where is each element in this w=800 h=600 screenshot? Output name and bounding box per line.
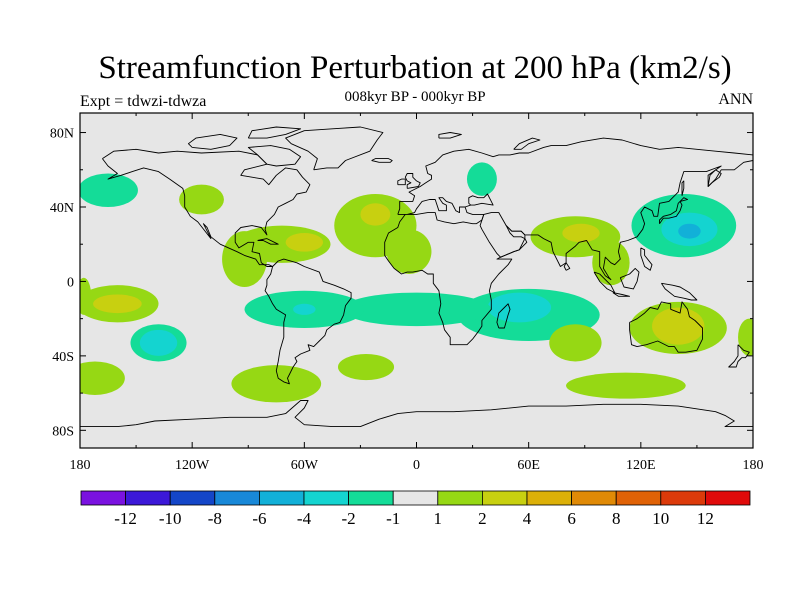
figure-title: Streamfunction Perturbation at 200 hPa (… xyxy=(98,50,732,86)
region-pac-s-pos-low xyxy=(80,361,125,395)
colorbar-label: 4 xyxy=(523,509,532,528)
colorbar-swatch xyxy=(303,490,349,506)
coastline-borneo xyxy=(619,267,640,290)
experiment-label: Expt = tdwzi-tdwza xyxy=(80,93,207,110)
contour-regions xyxy=(80,162,753,403)
colorbar-label: 2 xyxy=(478,509,487,528)
region-sam-neg2 xyxy=(293,303,316,315)
colorbar-label: 6 xyxy=(567,509,576,528)
colorbar-swatch xyxy=(705,490,751,506)
region-satl-pos xyxy=(337,354,395,381)
coastline-greenland xyxy=(285,126,384,171)
region-asia-pos-core xyxy=(562,223,600,243)
colorbar-label: 1 xyxy=(434,509,443,528)
colorbar-label: 12 xyxy=(697,509,714,528)
region-pac-s-pos2 xyxy=(93,294,142,314)
colorbar-swatch xyxy=(571,490,617,506)
coastline-novaya-zemlya xyxy=(513,137,541,150)
coastline-sakhalin xyxy=(681,180,685,196)
region-mexico-pos xyxy=(222,231,267,288)
colorbar-label: -8 xyxy=(208,509,222,528)
coastline-north-america xyxy=(102,148,311,267)
colorbar: -12 -10 -8 -6 -4 -2 -1 1 2 4 6 8 10 12 xyxy=(80,490,751,528)
lon-label: 120E xyxy=(626,458,656,473)
axis-ticks: 80N 40N 0 40S 80S 180 120W 60W 0 60E 120E 180 xyxy=(50,113,764,473)
lat-label: 40N xyxy=(50,201,74,216)
coastline-baffin xyxy=(247,145,302,167)
colorbar-swatch xyxy=(80,490,126,506)
region-atl-n-pos-core xyxy=(360,203,391,226)
region-nz-pos xyxy=(738,318,753,356)
map-background xyxy=(80,113,753,448)
region-sindian-pos xyxy=(549,324,602,362)
coastline-britain xyxy=(404,173,421,189)
colorbar-label: 8 xyxy=(612,509,621,528)
region-europe-neg xyxy=(466,162,497,196)
colorbar-swatch xyxy=(437,490,483,506)
region-pac-sw-neg2 xyxy=(139,329,178,356)
coastline-new-zealand xyxy=(728,344,750,368)
region-japan-neg3 xyxy=(678,223,701,239)
coastline-madagascar xyxy=(496,303,511,329)
colorbar-label: -4 xyxy=(297,509,312,528)
colorbar-label: -6 xyxy=(252,509,266,528)
coastline-kamchatka xyxy=(707,169,722,187)
lat-label: 80S xyxy=(52,424,74,439)
lon-label: 180 xyxy=(743,458,764,473)
colorbar-swatch xyxy=(392,490,439,506)
coastline-ellesmere xyxy=(247,126,302,139)
region-africa-w-pos xyxy=(386,229,432,274)
colorbar-swatch xyxy=(615,490,662,506)
lon-label: 180 xyxy=(70,458,91,473)
colorbar-swatch xyxy=(348,490,394,506)
coastline-canada-arctic xyxy=(187,133,238,150)
coastline-arabia-gulf xyxy=(479,212,526,258)
colorbar-label: -2 xyxy=(342,509,356,528)
lat-label: 40S xyxy=(52,350,74,365)
lon-label: 60E xyxy=(517,458,540,473)
coastline-iceland xyxy=(371,158,393,163)
region-southern-ocean-pos xyxy=(566,372,686,399)
season-label: ANN xyxy=(718,91,753,108)
coastline-philippines xyxy=(640,247,653,271)
region-indian-neg2 xyxy=(487,292,552,323)
region-carib-pos-core xyxy=(285,233,324,252)
lon-label: 60W xyxy=(291,458,319,473)
coastline-australia xyxy=(629,301,703,353)
lon-label: 0 xyxy=(413,458,420,473)
colorbar-swatch xyxy=(169,490,216,506)
region-pac-ne-neg xyxy=(80,173,138,207)
figure-subtitle: 008kyr BP - 000kyr BP xyxy=(344,89,486,105)
coastline-antarctica xyxy=(80,400,753,428)
colorbar-label: 10 xyxy=(652,509,669,528)
coastline-south-america xyxy=(264,258,352,385)
coastline-sri-lanka xyxy=(563,262,571,271)
coastline-cuba xyxy=(257,238,279,245)
colorbar-label: -10 xyxy=(159,509,182,528)
region-australia-pos2 xyxy=(652,307,705,345)
coastline-java xyxy=(612,292,631,297)
colorbar-swatch xyxy=(481,490,528,506)
coastline-new-guinea xyxy=(661,282,698,301)
region-atl-s-neg xyxy=(341,292,492,327)
colorbar-label: -12 xyxy=(114,509,137,528)
coastlines xyxy=(80,126,753,428)
colorbar-swatch xyxy=(660,490,706,506)
lat-label: 80N xyxy=(50,127,74,142)
region-patagonia-pos xyxy=(231,365,322,403)
coastline-svalbard xyxy=(438,132,462,139)
lon-label: 120W xyxy=(175,458,210,473)
region-usa-pos xyxy=(179,184,224,215)
colorbar-swatch xyxy=(258,490,305,506)
colorbar-swatch xyxy=(214,490,260,506)
region-pac-far-w-pos xyxy=(80,277,92,315)
coastline-eurasia-africa xyxy=(384,137,753,346)
lat-label: 0 xyxy=(67,275,74,290)
coastline-ireland xyxy=(397,178,406,186)
coastline-japan xyxy=(659,197,689,224)
colorbar-swatch xyxy=(526,490,572,506)
colorbar-label: -1 xyxy=(386,509,400,528)
colorbar-swatch xyxy=(125,490,171,506)
